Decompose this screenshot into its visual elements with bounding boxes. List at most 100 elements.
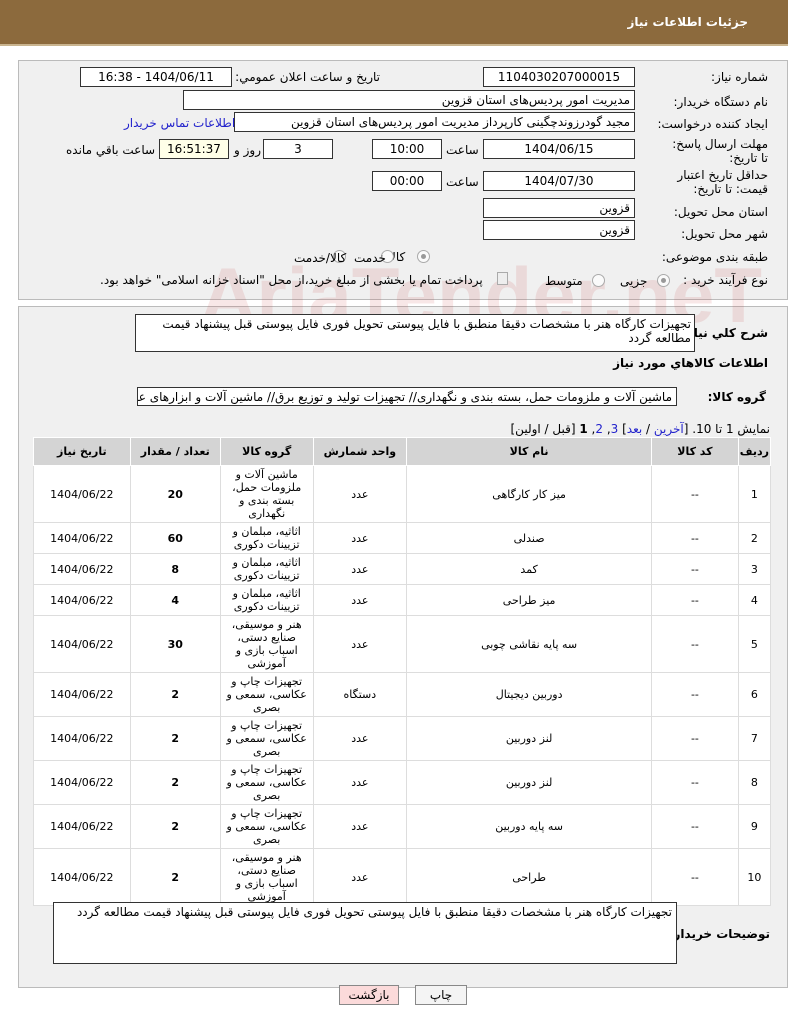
table-cell: اثاثیه، مبلمان و تزیینات دکوری — [219, 584, 314, 616]
city-label: شهر محل تحویل: — [681, 227, 768, 241]
table-cell: عدد — [312, 848, 408, 906]
table-cell: 1404/06/22 — [33, 716, 131, 761]
table-cell: صندلی — [406, 522, 653, 554]
buyer-field: مدیریت امور پردیس‌های استان قزوین — [183, 90, 635, 110]
table-cell: عدد — [312, 716, 408, 761]
summary-label: شرح کلي نیاز: — [682, 326, 768, 340]
time-label: ساعت — [446, 143, 479, 157]
announce-label: تاریخ و ساعت اعلان عمومي: — [235, 70, 380, 84]
table-cell: اثاثیه، مبلمان و تزیینات دکوری — [219, 553, 314, 585]
table-cell: 10 — [737, 848, 772, 906]
buyer-notes-label: توضیحات خریدار: — [668, 927, 770, 941]
treasury-checkbox[interactable] — [497, 272, 508, 285]
province-label: استان محل تحویل: — [673, 205, 768, 219]
announce-field: 1404/06/11 - 16:38 — [80, 67, 232, 87]
page-header: جزئیات اطلاعات نیاز — [0, 0, 788, 46]
table-cell: -- — [651, 760, 739, 805]
table-cell: -- — [651, 672, 739, 717]
validity-time-label: ساعت — [446, 175, 479, 189]
process-label: نوع فرآیند خرید : — [683, 273, 768, 287]
table-cell: 1404/06/22 — [33, 553, 131, 585]
process-radio-medium[interactable] — [592, 274, 605, 287]
table-row: 10 -- طراحی عدد هنر و موسیقی، صنایع دستی، اس… — [33, 848, 772, 906]
category-label: طبقه بندی موضوعی: — [661, 250, 768, 264]
table-cell: 3 — [737, 553, 772, 585]
summary-textarea[interactable]: تجهیزات کارگاه هنر با مشخصات دقیقا منطبق… — [135, 314, 695, 352]
table-cell: 2 — [129, 672, 221, 717]
paging-last-link[interactable]: آخرین — [653, 422, 684, 436]
category-option-label: کالا/خدمت — [294, 251, 347, 265]
table-cell: اثاثیه، مبلمان و تزیینات دکوری — [219, 522, 314, 554]
table-cell: -- — [651, 716, 739, 761]
category-radio-service[interactable] — [381, 250, 394, 263]
column-header: واحد شمارش — [312, 437, 408, 466]
column-header: ردیف — [737, 437, 772, 466]
table-cell: عدد — [312, 584, 408, 616]
table-cell: -- — [651, 804, 739, 849]
table-cell: تجهیزات چاپ و عکاسی، سمعی و بصری — [219, 760, 314, 805]
goods-table: ردیف کد کالا نام کالا واحد شمارش گروه کالا تع… — [33, 437, 772, 906]
remaining-label: ساعت باقي مانده — [66, 143, 156, 157]
table-cell: 1 — [737, 465, 772, 523]
table-cell: دستگاه — [312, 672, 408, 717]
deadline-label: مهلت ارسال پاسخ: تا تاریخ: — [672, 137, 768, 165]
paging-page-2[interactable]: 2 — [595, 422, 603, 436]
process-radio-minor[interactable] — [657, 274, 670, 287]
table-row: 7 -- لنز دوربین عدد تجهیزات چاپ و عکاسی، سمع… — [33, 716, 772, 761]
province-field: قزوین — [483, 198, 635, 218]
table-row: 3 -- کمد عدد اثاثیه، مبلمان و تزیینات دکوری 8… — [33, 553, 772, 585]
column-header: نام کالا — [406, 437, 653, 466]
table-cell: 1404/06/22 — [33, 804, 131, 849]
buyer-notes-textarea[interactable]: تجهیزات کارگاه هنر با مشخصات دقیقا منطبق… — [53, 902, 677, 964]
table-cell: -- — [651, 553, 739, 585]
days-label: روز و — [234, 143, 261, 157]
goods-section-title: اطلاعات کالاهاي مورد نیاز — [613, 356, 768, 370]
table-row: 6 -- دوربین دیجیتال دستگاه تجهیزات چاپ و عکا… — [33, 672, 772, 717]
table-cell: 1404/06/22 — [33, 848, 131, 906]
table-cell: سه پایه دوربین — [406, 804, 653, 849]
goods-group-field: ماشین آلات و ملزومات حمل، بسته بندی و نگ… — [137, 387, 677, 406]
table-row: 9 -- سه پایه دوربین عدد تجهیزات چاپ و عکاسی،… — [33, 804, 772, 849]
paging-next-link[interactable]: بعد — [626, 422, 643, 436]
table-cell: لنز دوربین — [406, 760, 653, 805]
table-cell: -- — [651, 615, 739, 673]
process-option-label: جزیی — [620, 274, 648, 288]
table-cell: عدد — [312, 522, 408, 554]
column-header: گروه کالا — [219, 437, 314, 466]
table-cell: 60 — [129, 522, 221, 554]
category-radio-goods-service[interactable] — [333, 250, 346, 263]
table-cell: دوربین دیجیتال — [406, 672, 653, 717]
table-cell: -- — [651, 848, 739, 906]
table-cell: سه پایه نقاشی چوبی — [406, 615, 653, 673]
table-cell: 1404/06/22 — [33, 584, 131, 616]
category-radio-goods[interactable] — [417, 250, 430, 263]
creator-field: مجید گودرزوندچگینی کارپرداز مدیریت امور … — [234, 112, 635, 132]
table-cell: 1404/06/22 — [33, 615, 131, 673]
creator-label: ایجاد کننده درخواست: — [657, 117, 768, 131]
table-cell: 6 — [737, 672, 772, 717]
table-cell: 2 — [129, 848, 221, 906]
table-cell: طراحی — [406, 848, 653, 906]
deadline-time-field: 10:00 — [372, 139, 442, 159]
deadline-date-field: 1404/06/15 — [483, 139, 635, 159]
table-cell: عدد — [312, 804, 408, 849]
back-button[interactable]: بازگشت — [339, 985, 399, 1005]
print-button[interactable]: چاپ — [415, 985, 467, 1005]
table-cell: میز کار کارگاهی — [406, 465, 653, 523]
table-cell: 8 — [737, 760, 772, 805]
days-field: 3 — [263, 139, 333, 159]
table-cell: عدد — [312, 760, 408, 805]
table-cell: 20 — [129, 465, 221, 523]
page-title: جزئیات اطلاعات نیاز — [627, 15, 748, 29]
paging-current: 1 — [579, 422, 588, 436]
column-header: تاریخ نیاز — [33, 437, 131, 466]
table-row: 2 -- صندلی عدد اثاثیه، مبلمان و تزیینات دکور… — [33, 522, 772, 554]
table-cell: 2 — [737, 522, 772, 554]
paging-prev-first[interactable]: [قبل / اولین] — [510, 422, 576, 436]
table-cell: تجهیزات چاپ و عکاسی، سمعی و بصری — [219, 716, 314, 761]
contact-buyer-link[interactable]: اطلاعات تماس خریدار — [124, 116, 236, 130]
table-cell: 5 — [737, 615, 772, 673]
table-cell: -- — [651, 465, 739, 523]
table-cell: -- — [651, 584, 739, 616]
paging-page-3[interactable]: 3 — [610, 422, 619, 436]
